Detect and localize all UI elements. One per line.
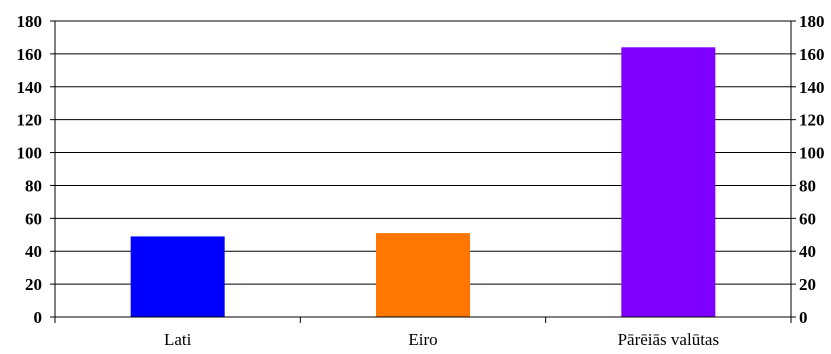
bar-pārēiās-valūtas <box>621 47 716 318</box>
y-tick-label-left: 60 <box>25 209 42 228</box>
bars <box>130 47 716 318</box>
y-axis-right-labels: 0 20 40 60 80 100 120 140 160 180 <box>799 12 825 327</box>
bar-lati <box>130 236 225 317</box>
bar-eiro <box>376 233 470 317</box>
y-tick-label-right: 80 <box>799 176 816 195</box>
y-tick-label-right: 140 <box>799 78 825 97</box>
x-category-label: Eiro <box>408 330 437 349</box>
y-tick-label-right: 0 <box>799 308 808 327</box>
y-tick-label-right: 40 <box>799 242 816 261</box>
y-tick-label-left: 20 <box>25 275 42 294</box>
x-category-label: Lati <box>164 330 192 349</box>
axes <box>50 20 796 323</box>
y-tick-label-left: 40 <box>25 242 42 261</box>
x-axis-labels: Lati Eiro Pārēiās valūtas <box>164 330 719 349</box>
y-tick-label-left: 80 <box>25 176 42 195</box>
y-axis-left-labels: 0 20 40 60 80 100 120 140 160 180 <box>17 12 43 327</box>
y-tick-label-left: 100 <box>17 144 43 163</box>
y-tick-label-left: 0 <box>34 308 43 327</box>
y-tick-label-right: 180 <box>799 12 825 31</box>
y-tick-label-left: 120 <box>17 111 43 130</box>
y-tick-label-left: 140 <box>17 78 43 97</box>
y-tick-label-left: 180 <box>17 12 43 31</box>
y-tick-label-right: 160 <box>799 45 825 64</box>
y-tick-label-right: 100 <box>799 144 825 163</box>
y-tick-label-left: 160 <box>17 45 43 64</box>
y-tick-label-right: 120 <box>799 111 825 130</box>
x-category-label: Pārēiās valūtas <box>618 330 720 349</box>
y-tick-label-right: 20 <box>799 275 816 294</box>
y-tick-label-right: 60 <box>799 209 816 228</box>
